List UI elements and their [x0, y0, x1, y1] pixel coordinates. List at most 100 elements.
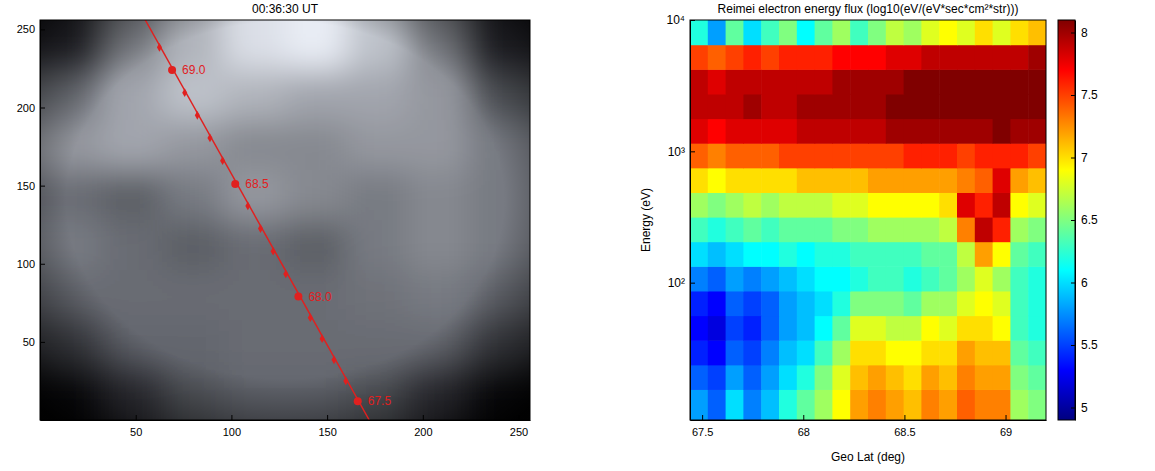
heatmap-cell: [939, 119, 957, 144]
colorbar-tick: 6: [1071, 276, 1088, 290]
track-marker: [320, 334, 325, 343]
heatmap-cell: [975, 291, 993, 316]
colorbar-axis-line: [1075, 21, 1076, 421]
heatmap-cell: [761, 242, 779, 267]
heatmap-cell: [815, 119, 833, 144]
heatmap-cell: [975, 217, 993, 242]
colorbar-tick: 5.5: [1071, 338, 1098, 352]
y-axis-line: [690, 21, 691, 421]
heatmap-cell: [868, 365, 886, 390]
heatmap-cell: [832, 94, 850, 119]
heatmap-cell: [975, 168, 993, 193]
heatmap-cell: [708, 242, 726, 267]
heatmap-cell: [1028, 340, 1046, 365]
y-tick: 50: [23, 336, 45, 348]
heatmap-cell: [690, 365, 708, 390]
x-axis-title: Geo Lat (deg): [831, 450, 905, 464]
heatmap-cell: [815, 389, 833, 420]
heatmap-cell: [957, 389, 975, 420]
heatmap-cell: [886, 340, 904, 365]
heatmap-cell: [1028, 94, 1046, 119]
heatmap-cell: [1028, 20, 1046, 45]
title: Reimei electron energy flux (log10(eV/(e…: [718, 2, 1019, 16]
heatmap-cell: [904, 192, 922, 217]
heatmap-cell: [761, 69, 779, 94]
heatmap-cell: [975, 143, 993, 168]
heatmap-cell: [832, 143, 850, 168]
heatmap-cell: [761, 119, 779, 144]
heatmap-cell: [815, 340, 833, 365]
heatmap-cell: [761, 192, 779, 217]
image-ground: [40, 20, 530, 420]
heatmap-cell: [761, 20, 779, 45]
heatmap-cell: [726, 94, 744, 119]
heatmap-cell: [1010, 20, 1028, 45]
heatmap-cell: [708, 192, 726, 217]
heatmap-cell: [939, 217, 957, 242]
heatmap-cell: [832, 365, 850, 390]
heatmap-cell: [939, 365, 957, 390]
heatmap-cell: [1010, 365, 1028, 390]
heatmap-cell: [1010, 45, 1028, 70]
heatmap-cell: [761, 217, 779, 242]
heatmap-cell: [815, 316, 833, 341]
heatmap-cell: [726, 340, 744, 365]
heatmap-cell: [1010, 291, 1028, 316]
heatmap-cell: [690, 45, 708, 70]
heatmap-cell: [975, 69, 993, 94]
heatmap-cell: [815, 45, 833, 70]
heatmap-cell: [1028, 143, 1046, 168]
heatmap-cell: [939, 69, 957, 94]
heatmap-cell: [850, 389, 868, 420]
colorbar-tick-mark: [1071, 33, 1075, 34]
heatmap-cell: [797, 242, 815, 267]
heatmap-cell: [939, 389, 957, 420]
heatmap-cell: [957, 45, 975, 70]
heatmap-cell: [832, 192, 850, 217]
y-tick-label: 10³: [668, 145, 685, 159]
heatmap-cell: [975, 192, 993, 217]
track-marker: [271, 247, 276, 256]
heatmap-cell: [957, 69, 975, 94]
heatmap-cell: [975, 94, 993, 119]
y-axis-line: [40, 21, 41, 421]
heatmap-cell: [779, 217, 797, 242]
heatmap-cell: [779, 69, 797, 94]
heatmap-cell: [761, 266, 779, 291]
heatmap-cell: [921, 143, 939, 168]
heatmap-cell: [868, 45, 886, 70]
heatmap-cell: [761, 291, 779, 316]
heatmap-cell: [1010, 69, 1028, 94]
x-tick-label: 250: [510, 426, 528, 438]
heatmap-cell: [690, 192, 708, 217]
colorbar-tick-mark: [1071, 345, 1075, 346]
x-tick-mark: [803, 415, 804, 420]
heatmap-cell: [797, 143, 815, 168]
heatmap-cell: [1010, 94, 1028, 119]
heatmap-cell: [904, 389, 922, 420]
track-marker: [308, 313, 313, 322]
heatmap-cell: [850, 340, 868, 365]
heatmap-cell: [957, 143, 975, 168]
y-tick-mark: [690, 20, 695, 21]
heatmap-cell: [797, 340, 815, 365]
y-tick: 250: [17, 23, 45, 35]
x-tick-mark: [423, 415, 424, 420]
heatmap-cell: [904, 340, 922, 365]
x-tick-label: 68: [798, 426, 810, 438]
image-area: [40, 20, 530, 420]
heatmap-cell: [832, 291, 850, 316]
heatmap-cell: [904, 119, 922, 144]
heatmap-cell: [761, 389, 779, 420]
heatmap-cell: [975, 316, 993, 341]
heatmap-cell: [886, 242, 904, 267]
heatmap-cell: [690, 119, 708, 144]
x-tick: 100: [223, 415, 241, 438]
heatmap-cell: [690, 69, 708, 94]
heatmap-cell: [939, 20, 957, 45]
heatmap-cell: [993, 389, 1011, 420]
colorbar-tick-label: 7.5: [1081, 88, 1098, 102]
heatmap-cell: [779, 20, 797, 45]
heatmap-cell: [850, 365, 868, 390]
heatmap-cell: [939, 316, 957, 341]
